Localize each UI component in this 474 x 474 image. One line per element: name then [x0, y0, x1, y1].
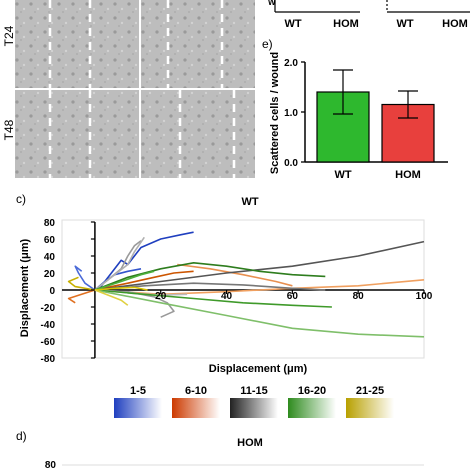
hom-y-tick-label: 80 — [45, 460, 57, 471]
legend-swatch — [346, 398, 394, 418]
trajectory-line — [94, 279, 425, 296]
hom-trajectory-chart: d) HOM 80 — [16, 429, 424, 471]
panel-label-d: d) — [16, 429, 27, 443]
legend-label: 11-15 — [240, 385, 268, 397]
wt-trajectory-chart: c) WT Displacement (μm) Displacement (μm… — [16, 192, 433, 375]
trajectory-line — [94, 270, 155, 291]
traj-y-tick-label: 80 — [44, 218, 56, 229]
wt-chart-title: WT — [241, 196, 258, 208]
micro-image-t48-hom — [141, 90, 255, 178]
category-label: WT — [284, 18, 301, 30]
trajectory-line — [94, 240, 425, 291]
traj-y-tick-label: -40 — [41, 320, 56, 331]
trajectory-line — [94, 262, 326, 291]
trajectory-line — [94, 270, 194, 291]
traj-x-tick-label: 80 — [353, 291, 365, 302]
trajectory-line — [94, 282, 326, 291]
trajectory-line — [94, 289, 175, 318]
trajectory-line — [177, 263, 293, 287]
trajectory-line — [94, 286, 148, 291]
bar-y-tick-label: 0.0 — [284, 158, 298, 169]
legend-label: 16-20 — [298, 385, 326, 397]
traj-plot-frame — [61, 219, 425, 359]
hom-chart-title: HOM — [237, 437, 263, 449]
category-label: HOM — [333, 18, 359, 30]
traj-y-tick-label: 40 — [44, 252, 56, 263]
legend-label: 1-5 — [130, 385, 146, 397]
traj-y-tick-label: -20 — [41, 303, 56, 314]
scattered-cells-bar-chart: e) Scattered cells / wound 0.0 1.0 2.0 WT H… — [262, 37, 448, 181]
clipped-letter: W — [268, 0, 276, 7]
bar-y-tick-label: 1.0 — [284, 108, 298, 119]
traj-x-tick-label: 100 — [416, 291, 433, 302]
traj-x-tick-label: 40 — [221, 291, 233, 302]
trajectory-line — [67, 276, 96, 291]
category-label: WT — [396, 18, 413, 30]
traj-x-tick-label: 20 — [155, 291, 167, 302]
legend-swatch — [288, 398, 336, 418]
legend-swatch — [230, 398, 278, 418]
legend-label: 21-25 — [356, 385, 384, 397]
microscopy-panels: T24 T48 — [2, 0, 255, 178]
traj-y-tick-label: 60 — [44, 235, 56, 246]
trajectory-line — [67, 289, 96, 304]
bar-category-label: HOM — [395, 169, 421, 181]
legend-swatch — [172, 398, 220, 418]
traj-y-tick-label: -60 — [41, 337, 56, 348]
traj-y-axis-label: Displacement (μm) — [19, 238, 31, 337]
category-label: HOM — [442, 18, 468, 30]
legend-label: 6-10 — [185, 385, 207, 397]
trajectory-line — [94, 231, 194, 291]
trajectory-line — [74, 265, 96, 291]
micro-image-t24-hom — [141, 0, 255, 88]
bar-y-axis-label: Scattered cells / wound — [269, 52, 281, 174]
trajectory-line — [94, 289, 425, 338]
traj-x-axis-label: Displacement (μm) — [209, 363, 308, 375]
trajectory-line — [94, 289, 129, 306]
panel-label-e: e) — [262, 37, 273, 51]
trajectory-line — [94, 236, 145, 291]
panel-label-c: c) — [16, 192, 26, 206]
micro-label-t24: T24 — [2, 25, 16, 46]
micro-image-t48-wt — [15, 90, 139, 178]
legend-swatch — [114, 398, 162, 418]
bar-category-label: WT — [334, 169, 351, 181]
top-right-partial-panels: W WT HOM WT HOM — [268, 0, 470, 30]
traj-x-tick-label: 60 — [287, 291, 299, 302]
micro-label-t48: T48 — [2, 119, 16, 140]
micro-image-t24-wt — [15, 0, 139, 88]
time-legend: 1-5 6-10 11-15 16-20 21-25 — [114, 385, 394, 418]
bar-y-tick-label: 2.0 — [284, 58, 298, 69]
traj-y-tick-label: 0 — [49, 286, 55, 297]
trajectory-line — [94, 289, 332, 308]
traj-y-tick-label: 20 — [44, 269, 56, 280]
traj-y-tick-label: -80 — [41, 354, 56, 365]
